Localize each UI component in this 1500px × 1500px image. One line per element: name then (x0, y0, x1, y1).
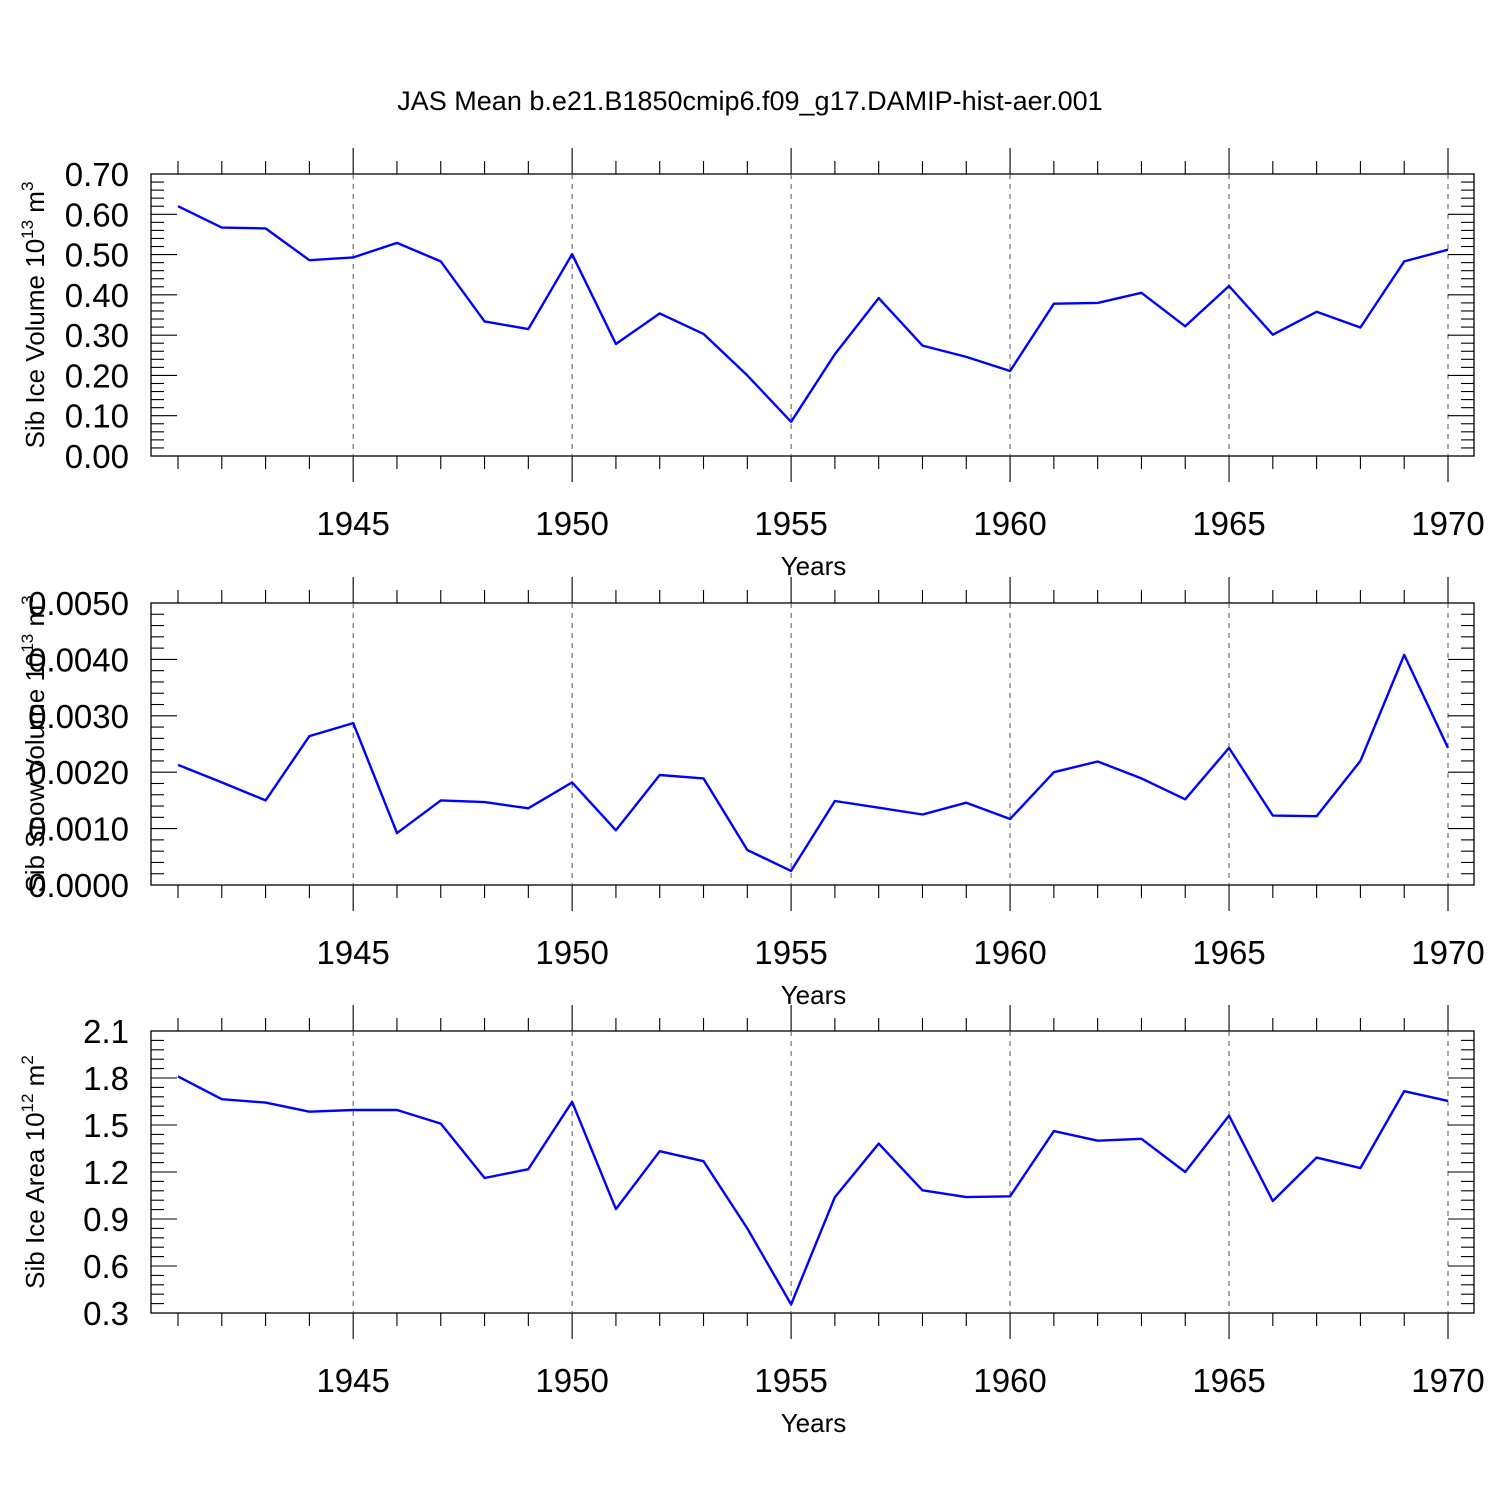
y-tick-label: 0.9 (83, 1201, 129, 1238)
y-tick-label: 0.0040 (28, 641, 129, 678)
y-tick-label: 0.50 (65, 237, 129, 274)
y-tick-label: 1.5 (83, 1107, 129, 1144)
y-axis-label-text: Sib Ice Area 10 (20, 1112, 50, 1288)
x-tick-label: 1950 (535, 934, 608, 971)
x-tick-label: 1965 (1192, 1362, 1265, 1399)
x-tick-label: 1950 (535, 1362, 608, 1399)
y-tick-label: 0.60 (65, 196, 129, 233)
x-tick-label: 1970 (1411, 1362, 1484, 1399)
y-axis-label-unit: m (20, 191, 50, 220)
y-axis-label: Sib Ice Volume 1013 m3 (18, 182, 50, 449)
y-tick-label: 0.40 (65, 277, 129, 314)
y-axis-label-text: Sib Ice Volume 10 (20, 239, 50, 449)
y-tick-label: 0.0020 (28, 754, 129, 791)
y-axis-label-exponent: 12 (18, 1094, 37, 1113)
y-axis-label-text: Sib Snow Volume 10 (20, 653, 50, 893)
y-axis-label-group: Sib Ice Volume 1013 m3 (18, 182, 50, 449)
y-axis-label-unit: m (20, 605, 50, 634)
panels: 1945 1950 1955 1960 1965 1970 Years 0.000.10 0.2… (18, 148, 1485, 1438)
x-tick-label: 1945 (316, 1362, 389, 1399)
x-tick-label: 1960 (973, 505, 1046, 542)
x-tick-label: 1970 (1411, 505, 1484, 542)
y-tick-label: 0.0050 (28, 585, 129, 622)
figure-title: JAS Mean b.e21.B1850cmip6.f09_g17.DAMIP-… (397, 86, 1102, 116)
x-tick-label: 1960 (973, 934, 1046, 971)
y-tick-label: 0.0000 (28, 867, 129, 904)
y-tick-label: 0.00 (65, 438, 129, 475)
y-tick-label: 0.10 (65, 398, 129, 435)
y-tick-label: 0.3 (83, 1295, 129, 1332)
y-axis-label-exponent: 13 (18, 220, 37, 239)
x-tick-label: 1965 (1192, 505, 1265, 542)
y-tick-label: 2.1 (83, 1013, 129, 1050)
y-axis-label-unit: m (20, 1065, 50, 1094)
y-axis-label: Sib Ice Area 1012 m2 (18, 1055, 50, 1289)
series-line (177, 653, 1450, 873)
y-axis-label-group: Sib Ice Area 1012 m2 (18, 1055, 50, 1289)
x-tick-label: 1955 (754, 934, 827, 971)
panel-1: 1945 1950 1955 1960 1965 1970 Years 0.000.10 0.2… (18, 148, 1485, 581)
x-tick-label: 1955 (754, 505, 827, 542)
y-tick-label: 1.8 (83, 1060, 129, 1097)
panel-3: 1945 1950 1955 1960 1965 1970 Years 0.3 0.6 0.9 1.… (18, 1005, 1485, 1438)
x-tick-label: 1950 (535, 505, 608, 542)
y-axis-label-group: Sib Snow Volume 1013 m3 (18, 595, 50, 892)
y-tick-label: 0.30 (65, 317, 129, 354)
series-line (177, 205, 1449, 423)
x-tick-label: 1955 (754, 1362, 827, 1399)
series-line (177, 1075, 1449, 1306)
x-axis-label: Years (781, 1408, 847, 1438)
y-axis-label: Sib Snow Volume 1013 m3 (18, 595, 50, 892)
y-tick-label: 1.2 (83, 1154, 129, 1191)
y-tick-label: 0.0010 (28, 811, 129, 848)
panel-2: 1945 1950 1955 1960 1965 1970Years0.00000.001… (18, 577, 1485, 1010)
y-axis-label-unit-exponent: 3 (18, 595, 37, 604)
y-tick-label: 0.70 (65, 156, 129, 193)
y-axis-label-exponent: 13 (18, 634, 37, 653)
x-tick-label: 1960 (973, 1362, 1046, 1399)
y-tick-label: 0.0030 (28, 698, 129, 735)
y-tick-label: 0.6 (83, 1248, 129, 1285)
x-tick-label: 1970 (1411, 934, 1484, 971)
y-axis-label-unit-exponent: 3 (18, 182, 37, 191)
plot-frame (150, 602, 1475, 886)
y-axis-label-unit-exponent: 2 (18, 1055, 37, 1064)
x-tick-label: 1945 (316, 505, 389, 542)
x-tick-label: 1965 (1192, 934, 1265, 971)
plot-frame (150, 173, 1475, 457)
y-tick-label: 0.20 (65, 357, 129, 394)
x-tick-label: 1945 (316, 934, 389, 971)
x-axis-label: Years (781, 551, 847, 581)
